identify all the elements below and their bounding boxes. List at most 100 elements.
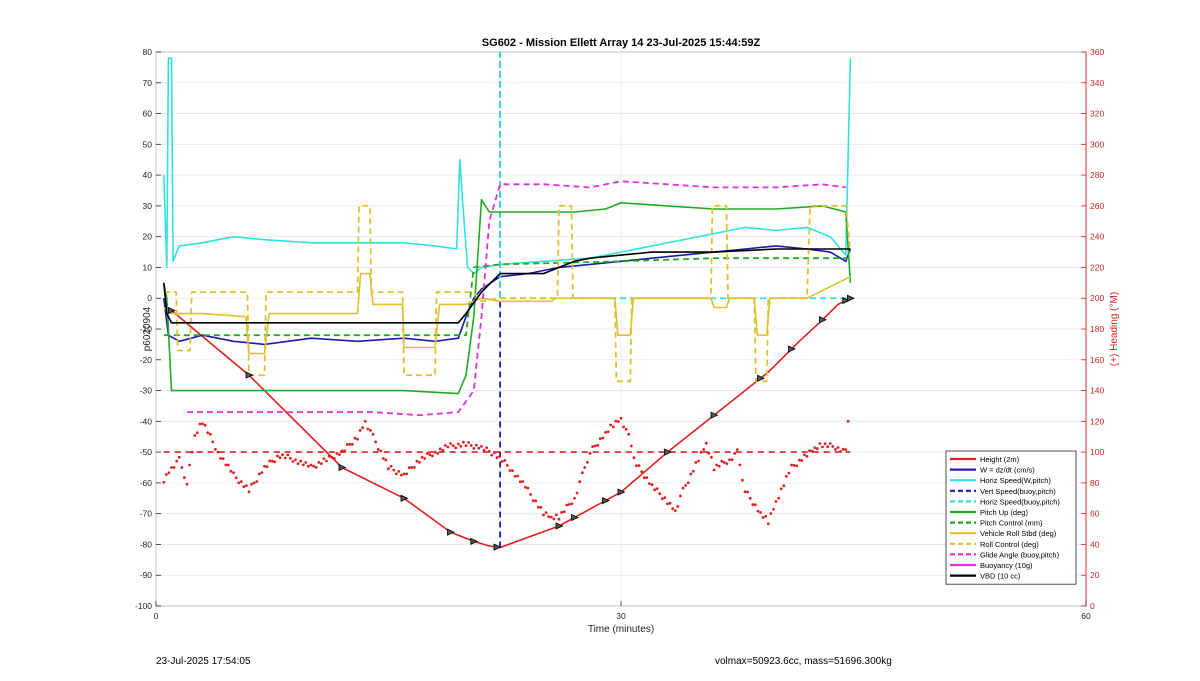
heading-point	[257, 472, 261, 476]
heading-point	[536, 505, 540, 509]
y2-tick-label: 220	[1090, 262, 1104, 272]
heading-point	[839, 450, 842, 453]
heading-point	[245, 484, 248, 487]
heading-point	[226, 463, 230, 467]
heading-point	[255, 480, 259, 483]
heading-point	[500, 460, 504, 463]
heading-point	[746, 490, 749, 494]
heading-point	[534, 499, 538, 503]
heading-point	[575, 491, 579, 495]
heading-point	[552, 517, 556, 521]
heading-point	[722, 461, 726, 464]
legend: Height (2m) W = dz/dt (cm/s)Horiz Speed(W…	[945, 450, 1077, 585]
heading-point	[407, 466, 411, 469]
y2-tick-label: 280	[1090, 170, 1104, 180]
heading-point	[611, 425, 615, 429]
heading-point	[472, 447, 476, 450]
heading-point	[658, 492, 662, 496]
heading-point	[374, 440, 377, 444]
heading-point	[529, 493, 532, 496]
heading-point	[766, 522, 770, 526]
heading-point	[425, 452, 429, 455]
heading-point	[596, 443, 600, 447]
heading-point	[689, 472, 693, 476]
heading-point	[782, 484, 786, 488]
height-marker	[493, 543, 502, 551]
heading-point	[531, 499, 535, 503]
heading-point	[784, 474, 788, 478]
height-marker	[470, 537, 479, 545]
heading-point	[441, 448, 445, 452]
x-axis-title: Time (minutes)	[588, 624, 654, 635]
heading-point	[319, 462, 323, 465]
heading-point	[828, 442, 832, 445]
heading-point	[286, 453, 290, 457]
series-line	[187, 180, 846, 417]
legend-label: Vehicle Roll Stbd (deg)	[980, 529, 1057, 538]
heading-point	[593, 444, 597, 448]
heading-point	[281, 453, 284, 457]
heading-point	[691, 469, 695, 473]
y2-tick-label: 300	[1090, 139, 1104, 149]
height-marker	[757, 374, 765, 382]
heading-point	[361, 426, 365, 430]
y2-tick-label: 240	[1090, 232, 1104, 242]
heading-point	[296, 462, 300, 465]
heading-point	[795, 464, 799, 468]
legend-label: Height (2m)	[980, 455, 1020, 464]
height-marker	[847, 294, 855, 302]
heading-point	[340, 449, 344, 453]
heading-point	[821, 445, 824, 449]
heading-point	[183, 476, 186, 480]
heading-point	[433, 450, 437, 454]
heading-point	[438, 447, 442, 451]
heading-point	[743, 490, 747, 494]
heading-point	[446, 445, 450, 449]
heading-point	[384, 458, 388, 462]
heading-point	[477, 446, 481, 450]
heading-point	[400, 473, 403, 477]
heading-point	[299, 459, 303, 463]
heading-point	[544, 511, 548, 515]
heading-point	[797, 458, 801, 462]
heading-point	[356, 437, 359, 441]
heading-point	[314, 466, 318, 469]
heading-point	[482, 448, 486, 452]
heading-point	[844, 448, 848, 451]
y2-tick-label: 160	[1090, 355, 1104, 365]
heading-point	[493, 451, 496, 455]
legend-label: Pitch Control (mm)	[980, 519, 1043, 528]
height-marker	[819, 316, 827, 324]
heading-point	[232, 471, 235, 475]
heading-point	[699, 450, 703, 454]
heading-point	[332, 457, 336, 460]
heading-point	[309, 463, 313, 467]
series-layer	[163, 52, 852, 549]
y-tick-label: -100	[135, 601, 152, 611]
y2-tick-label: 20	[1090, 570, 1100, 580]
heading-point	[725, 462, 729, 465]
legend-label: Pitch Up (deg)	[980, 508, 1028, 517]
series-line	[163, 248, 851, 324]
heading-point	[555, 513, 558, 517]
heading-point	[679, 494, 682, 498]
heading-point	[412, 466, 416, 469]
y-tick-label: -50	[140, 447, 153, 457]
heading-point	[335, 452, 339, 455]
heading-point	[330, 455, 334, 459]
heading-point	[787, 471, 791, 475]
heading-point	[327, 454, 331, 458]
height-marker	[788, 345, 796, 353]
heading-point	[252, 481, 256, 485]
heading-point	[583, 466, 587, 469]
heading-point	[629, 444, 633, 448]
heading-point	[774, 500, 778, 503]
heading-point	[834, 448, 837, 451]
heading-point	[697, 459, 700, 463]
heading-point	[578, 480, 582, 484]
heading-point	[813, 446, 817, 450]
heading-point	[467, 441, 470, 444]
heading-point	[800, 459, 804, 462]
heading-point	[635, 464, 638, 468]
heading-point	[193, 434, 197, 437]
